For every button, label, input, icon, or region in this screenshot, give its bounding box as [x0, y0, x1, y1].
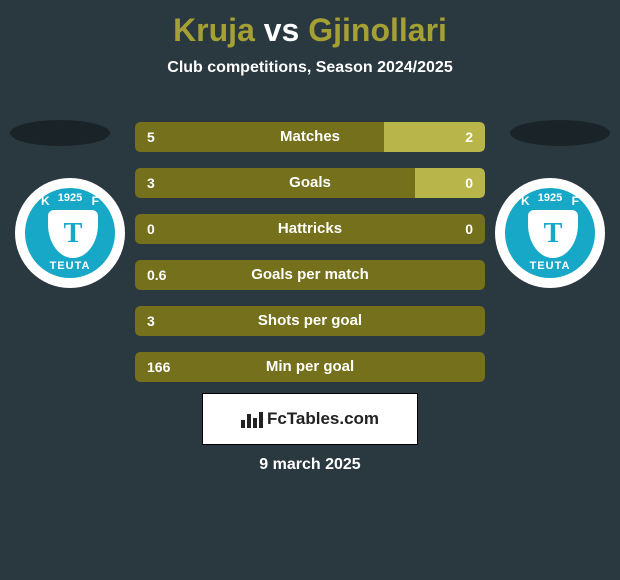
- badge-center-letter: T: [64, 218, 83, 250]
- bar-label: Goals: [135, 168, 485, 198]
- bar-label: Min per goal: [135, 352, 485, 382]
- page-title: Kruja vs Gjinollari: [0, 0, 620, 49]
- stat-bar: 0.6Goals per match: [135, 260, 485, 290]
- footer-brand-box[interactable]: FcTables.com: [202, 393, 418, 445]
- bar-label: Hattricks: [135, 214, 485, 244]
- bars-icon: [241, 410, 263, 428]
- stat-bar: 3Shots per goal: [135, 306, 485, 336]
- bar-label: Goals per match: [135, 260, 485, 290]
- title-vs: vs: [264, 12, 300, 48]
- stat-bar: 30Goals: [135, 168, 485, 198]
- shadow-left: [10, 120, 110, 146]
- badge-center-letter: T: [544, 218, 563, 250]
- team-badge-left: K F 1925 T TEUTA: [15, 178, 125, 288]
- bar-label: Matches: [135, 122, 485, 152]
- subtitle: Club competitions, Season 2024/2025: [0, 59, 620, 77]
- badge-year: 1925: [25, 192, 115, 204]
- team-badge-right: K F 1925 T TEUTA: [495, 178, 605, 288]
- stat-bar: 52Matches: [135, 122, 485, 152]
- badge-shield: T: [48, 210, 98, 258]
- title-left: Kruja: [173, 12, 255, 48]
- stat-bar: 00Hattricks: [135, 214, 485, 244]
- date-label: 9 march 2025: [0, 456, 620, 474]
- badge-shield: T: [528, 210, 578, 258]
- shadow-right: [510, 120, 610, 146]
- badge-team-name: TEUTA: [505, 260, 595, 272]
- footer-brand: FcTables.com: [267, 409, 379, 429]
- badge-year: 1925: [505, 192, 595, 204]
- title-right: Gjinollari: [308, 12, 447, 48]
- badge-team-name: TEUTA: [25, 260, 115, 272]
- comparison-bars: 52Matches 30Goals 00Hattricks 0.6Goals per …: [135, 122, 485, 398]
- stat-bar: 166Min per goal: [135, 352, 485, 382]
- bar-label: Shots per goal: [135, 306, 485, 336]
